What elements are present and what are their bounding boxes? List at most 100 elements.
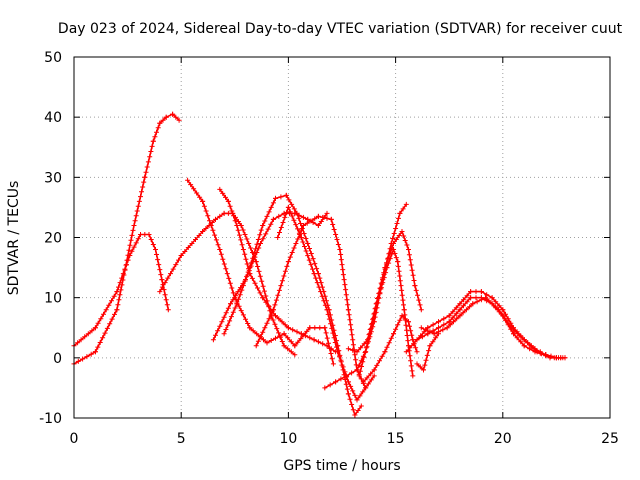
data-point-marker [220, 190, 226, 196]
data-point-marker [290, 327, 296, 333]
data-point-marker [170, 266, 176, 272]
data-point-marker [176, 257, 181, 263]
data-point-marker [111, 293, 117, 299]
data-point-marker [95, 344, 101, 350]
data-point-marker [299, 227, 304, 233]
x-tick-label: 5 [177, 431, 186, 447]
data-point-marker [350, 347, 356, 353]
data-point-marker [355, 408, 361, 413]
data-point-marker [101, 311, 106, 317]
data-point-marker [457, 313, 463, 319]
data-point-marker [150, 138, 156, 144]
data-point-marker [324, 343, 330, 349]
data-point-marker [242, 251, 248, 257]
data-point-marker [461, 297, 466, 303]
series-markers [253, 213, 377, 391]
data-point-marker [413, 345, 419, 351]
data-point-marker [365, 381, 371, 387]
data-point-marker [327, 382, 333, 388]
data-point-marker [173, 114, 179, 120]
data-point-marker [373, 305, 379, 311]
data-point-marker [401, 307, 407, 313]
data-point-marker [278, 225, 284, 230]
data-point-marker [396, 215, 401, 221]
data-point-marker [360, 379, 366, 385]
data-point-marker [164, 302, 170, 308]
data-point-marker [300, 239, 306, 245]
data-point-marker [457, 301, 463, 307]
data-point-marker [378, 285, 384, 291]
data-point-marker [253, 246, 258, 252]
data-point-marker [311, 271, 317, 277]
data-point-marker [291, 206, 297, 212]
series-line [276, 206, 367, 401]
data-point-marker [107, 321, 113, 327]
data-point-marker [208, 223, 214, 228]
data-point-marker [276, 316, 282, 322]
data-point-marker [217, 323, 223, 329]
data-point-marker [338, 359, 344, 365]
data-point-marker [256, 245, 262, 251]
data-point-marker [318, 219, 324, 224]
data-point-marker [298, 336, 304, 342]
data-point-marker [308, 262, 314, 268]
data-point-marker [332, 340, 338, 345]
data-point-marker [464, 293, 470, 299]
data-point-marker [543, 353, 549, 359]
data-point-marker [142, 232, 148, 237]
data-point-marker [382, 349, 388, 355]
series-line [347, 230, 423, 353]
data-point-marker [375, 295, 381, 301]
data-point-marker [489, 295, 495, 301]
data-point-marker [160, 117, 166, 123]
data-point-marker [191, 186, 197, 192]
data-point-marker [282, 214, 288, 220]
data-point-marker [102, 330, 108, 336]
series-track-11 [345, 229, 424, 355]
x-tick-label: 0 [70, 431, 79, 447]
series-track-5 [210, 210, 330, 343]
data-point-marker [518, 339, 524, 345]
data-point-marker [408, 358, 414, 364]
data-point-marker [381, 275, 387, 281]
data-point-marker [314, 280, 320, 286]
data-point-marker [315, 223, 321, 228]
data-point-marker [129, 232, 135, 238]
data-point-marker [200, 229, 206, 234]
data-point-marker [468, 289, 474, 295]
data-point-marker [292, 352, 298, 358]
data-point-marker [281, 343, 287, 349]
data-point-marker [134, 208, 140, 214]
data-point-marker [286, 197, 292, 203]
data-point-marker [399, 292, 405, 298]
data-point-marker [165, 307, 171, 313]
data-point-marker [502, 316, 508, 322]
data-point-marker [322, 325, 328, 331]
data-point-marker [295, 226, 301, 232]
data-point-marker [518, 334, 524, 340]
data-point-marker [298, 235, 304, 240]
series-track-16 [418, 295, 566, 361]
data-point-marker [100, 335, 106, 341]
data-point-marker [423, 357, 429, 363]
series-track-9 [253, 213, 377, 391]
data-point-marker [339, 262, 345, 268]
data-point-marker [394, 221, 400, 226]
data-point-marker [207, 218, 212, 224]
data-point-marker [223, 194, 228, 200]
data-point-marker [254, 331, 260, 337]
data-point-marker [457, 307, 463, 313]
data-point-marker [408, 328, 414, 334]
data-point-marker [340, 364, 346, 370]
data-point-marker [408, 363, 414, 369]
series-track-10 [322, 201, 409, 391]
data-point-marker [352, 352, 358, 358]
data-point-marker [473, 289, 479, 295]
data-point-marker [279, 339, 285, 344]
data-point-marker [374, 300, 380, 306]
data-point-marker [340, 272, 346, 278]
data-point-marker [395, 322, 401, 328]
data-point-marker [285, 204, 291, 210]
data-point-marker [305, 253, 311, 259]
